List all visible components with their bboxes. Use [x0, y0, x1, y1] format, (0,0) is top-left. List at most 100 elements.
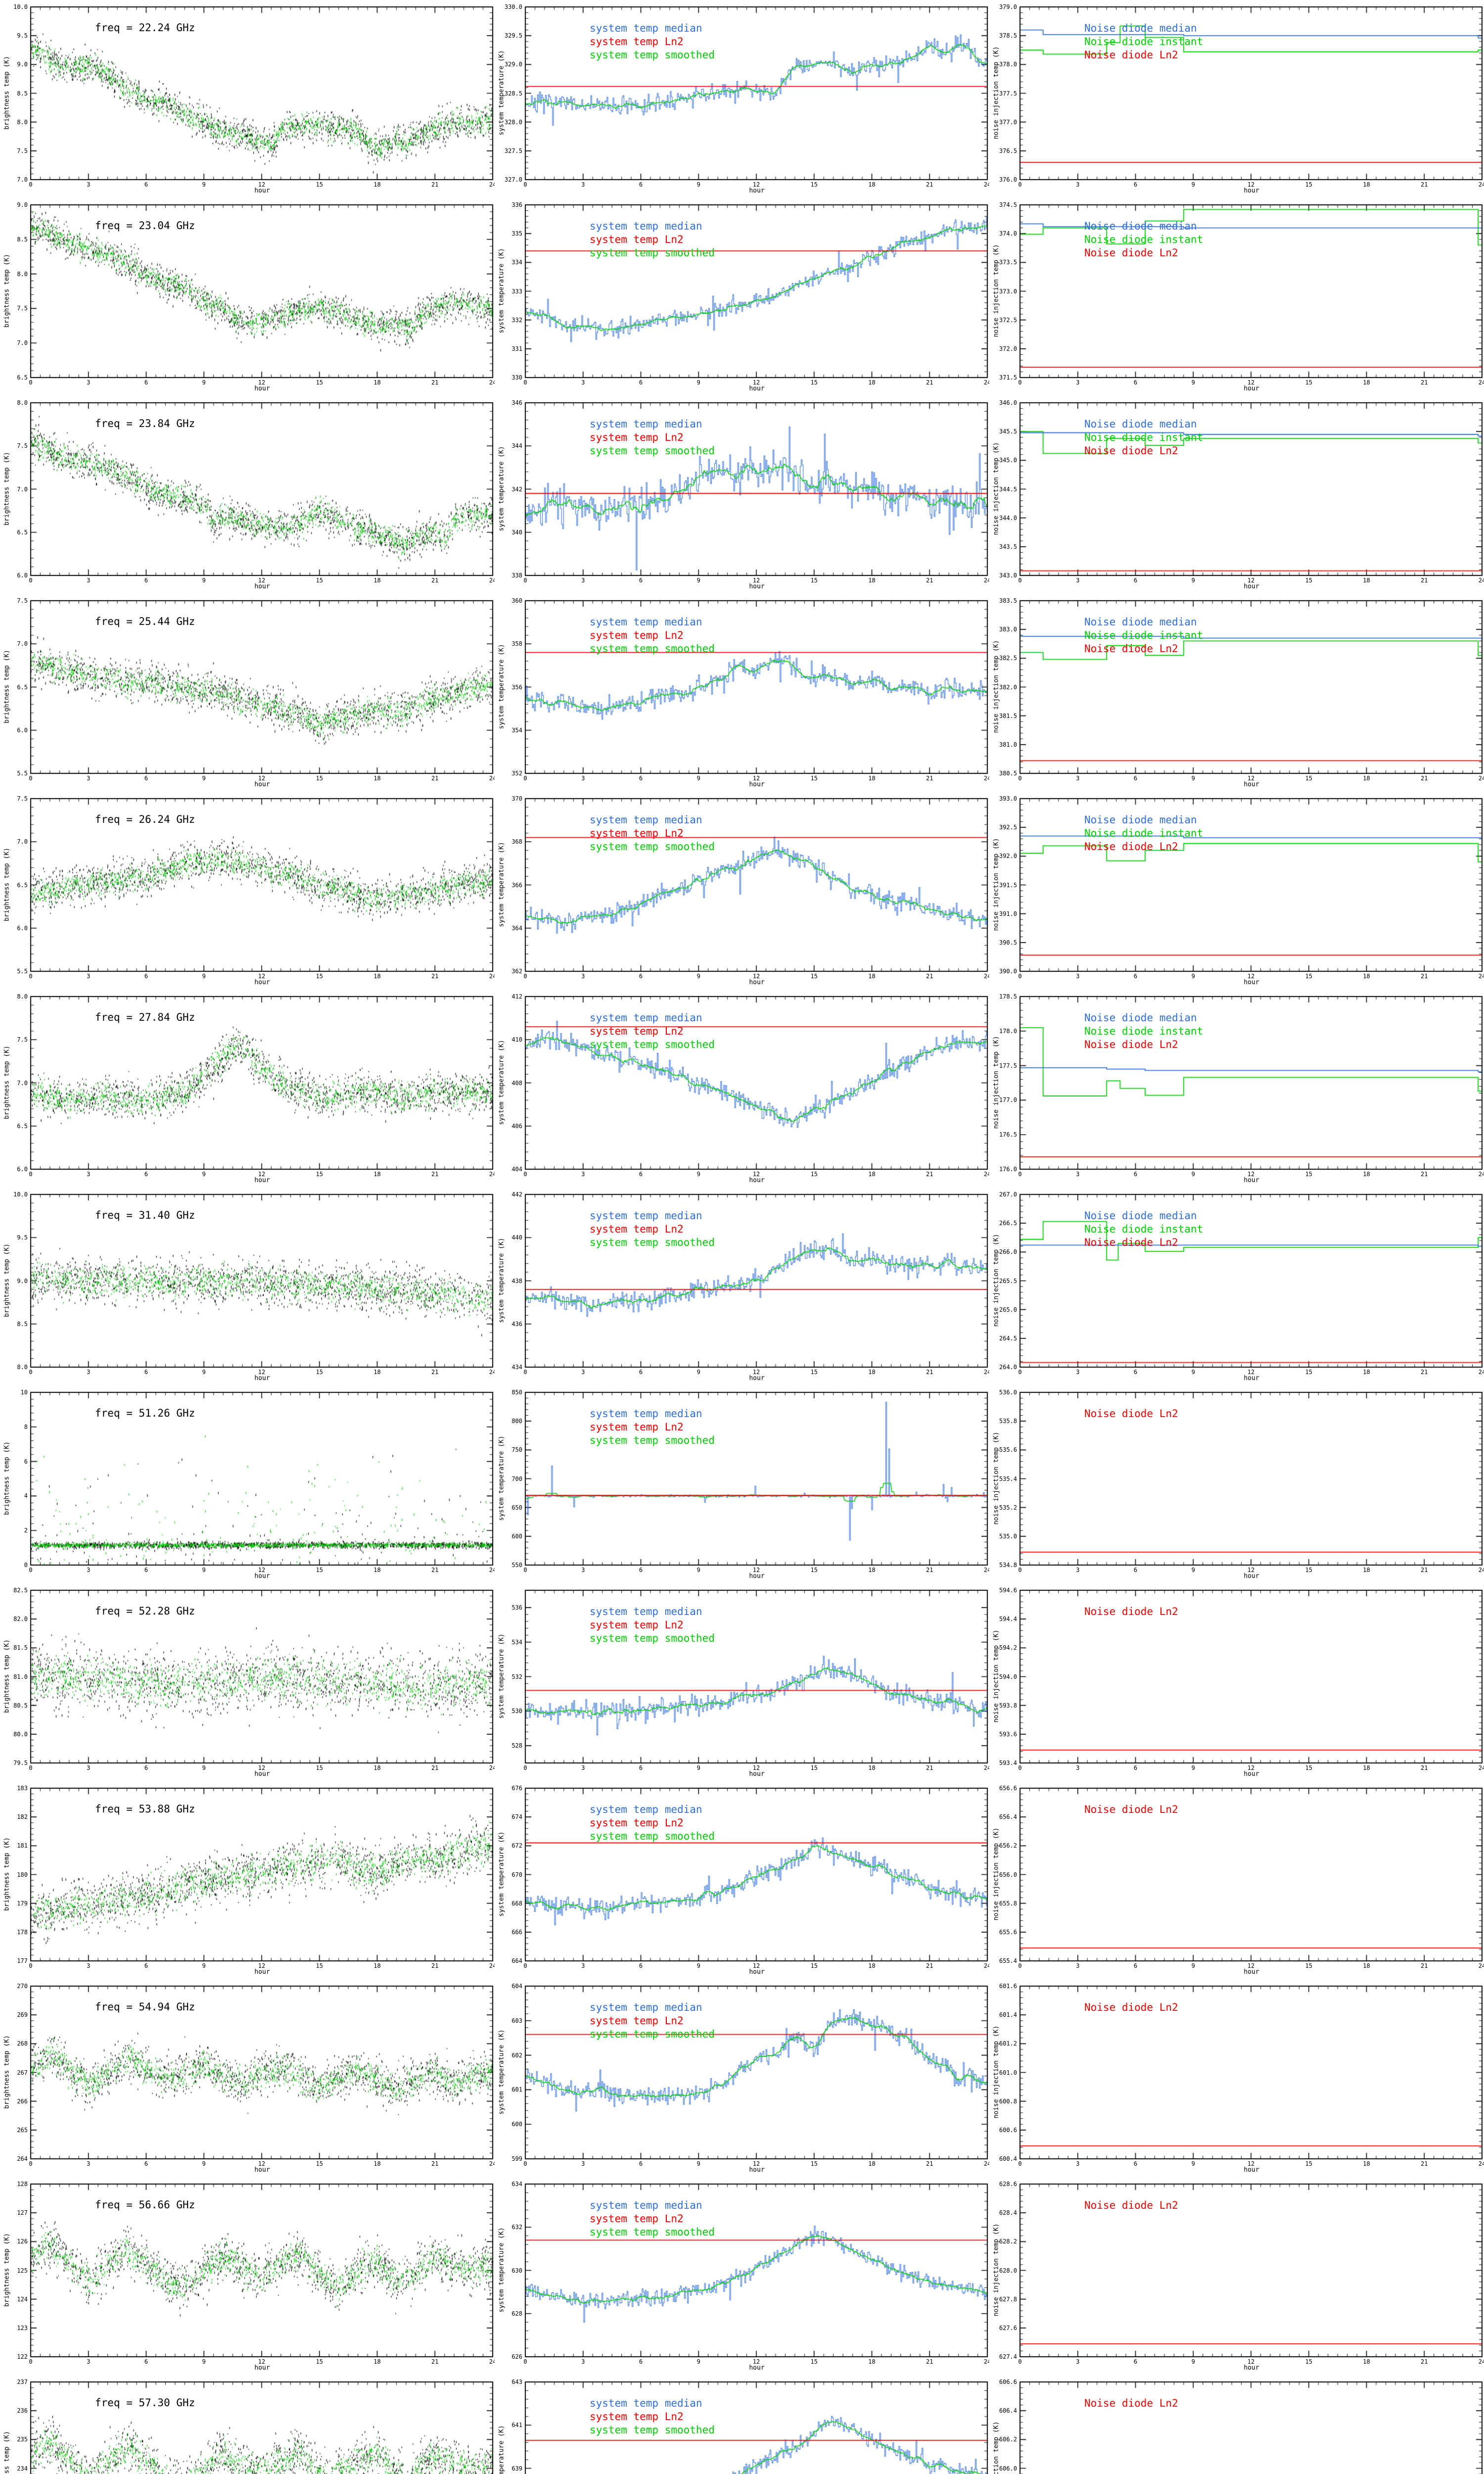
x-tick-label: 12 — [1247, 379, 1255, 386]
plot-canvas — [0, 1781, 495, 1979]
y-tick-label: 593.8 — [999, 1702, 1017, 1709]
plot-row: brightness temp (K) hour 6.0 6.5 7.0 7.5 8.0… — [0, 396, 1484, 594]
x-tick-label: 9 — [1191, 1369, 1195, 1376]
legend-entry: Noise diode Ln2 — [1084, 841, 1178, 853]
x-tick-label: 9 — [696, 577, 700, 584]
x-tick-label: 18 — [373, 973, 381, 980]
x-tick-label: 9 — [1191, 2358, 1195, 2365]
y-tick-label: 333 — [511, 287, 522, 295]
plot-canvas — [0, 396, 495, 594]
plot-canvas — [495, 1781, 989, 1979]
x-axis-label: hour — [254, 1375, 270, 1382]
x-tick-label: 21 — [431, 973, 439, 980]
x-axis-label: hour — [749, 1968, 765, 1976]
y-tick-label: 641 — [511, 2422, 522, 2429]
plot-canvas — [989, 594, 1484, 792]
noise-diode-legend: Noise diode Ln2 — [1084, 2397, 1178, 2410]
x-tick-label: 24 — [1478, 1764, 1484, 1771]
x-tick-label: 0 — [523, 1962, 527, 1969]
x-tick-label: 6 — [1133, 2160, 1138, 2167]
x-tick-label: 18 — [868, 775, 876, 782]
x-tick-label: 15 — [316, 577, 323, 584]
legend-entry: system temp Ln2 — [590, 234, 684, 245]
y-tick-label: 266 — [17, 2097, 28, 2105]
x-axis-label: hour — [254, 1572, 270, 1580]
system-temp-plot-cell: system temperature (K) hour 528 530 532 534… — [495, 1583, 989, 1781]
x-tick-label: 21 — [1421, 2160, 1428, 2167]
y-tick-label: 383.0 — [999, 626, 1017, 633]
legend-entry: Noise diode median — [1084, 418, 1197, 430]
y-tick-label: 358 — [511, 640, 522, 648]
freq-title: freq = 23.04 GHz — [95, 220, 195, 232]
legend-entry: system temp smoothed — [590, 1434, 715, 1446]
x-tick-label: 6 — [144, 1369, 148, 1376]
x-tick-label: 18 — [868, 1171, 876, 1178]
x-tick-label: 0 — [523, 2160, 527, 2167]
system-temp-plot-cell: system temperature (K) hour 404 406 408 410… — [495, 990, 989, 1188]
y-tick-label: 176.0 — [999, 1166, 1017, 1173]
x-tick-label: 12 — [1247, 2160, 1255, 2167]
plot-row: brightness temp (K) hour 264 265 266 267 268… — [0, 1979, 1484, 2177]
x-tick-label: 12 — [1247, 577, 1255, 584]
x-tick-label: 18 — [373, 2160, 381, 2167]
x-tick-label: 18 — [373, 181, 381, 188]
noise-diode-legend: Noise diode median Noise diode instant Noi… — [1084, 1011, 1203, 1051]
x-tick-label: 18 — [373, 775, 381, 782]
x-tick-label: 0 — [29, 577, 33, 584]
x-tick-label: 21 — [431, 2160, 439, 2167]
x-tick-label: 15 — [1305, 2358, 1312, 2365]
freq-title: freq = 31.40 GHz — [95, 1209, 195, 1221]
plot-row: brightness temp (K) hour 79.5 80.0 80.5 81.… — [0, 1583, 1484, 1781]
x-tick-label: 6 — [1133, 1962, 1138, 1969]
y-tick-label: 6.5 — [17, 1122, 28, 1130]
y-tick-label: 82.0 — [13, 1616, 28, 1623]
freq-title: freq = 26.24 GHz — [95, 813, 195, 825]
x-tick-label: 3 — [1076, 181, 1080, 188]
y-tick-label: 180 — [17, 1871, 28, 1878]
plot-canvas — [495, 0, 989, 198]
legend-entry: system temp Ln2 — [590, 1421, 684, 1433]
x-tick-label: 0 — [523, 1567, 527, 1573]
x-tick-label: 15 — [810, 1962, 818, 1969]
legend-entry: Noise diode Ln2 — [1084, 1408, 1178, 1420]
brightness-plot-cell: brightness temp (K) hour 122 123 124 125 126… — [0, 2177, 495, 2375]
x-axis-label: hour — [254, 1770, 270, 1778]
legend-entry: system temp smoothed — [590, 643, 715, 655]
x-axis-label: hour — [1244, 187, 1259, 194]
y-tick-label: 5.5 — [17, 770, 28, 777]
x-tick-label: 0 — [29, 1369, 33, 1376]
plot-canvas — [0, 2177, 495, 2375]
x-tick-label: 9 — [202, 1171, 206, 1178]
y-tick-label: 535.6 — [999, 1446, 1017, 1454]
x-tick-label: 0 — [29, 1962, 33, 1969]
x-tick-label: 6 — [1133, 2358, 1138, 2365]
x-tick-label: 9 — [1191, 1567, 1195, 1573]
system-temp-legend: system temp median system temp Ln2 system … — [590, 813, 715, 854]
x-tick-label: 18 — [373, 577, 381, 584]
y-tick-label: 372.5 — [999, 316, 1017, 324]
x-axis-label: hour — [254, 2166, 270, 2174]
x-tick-label: 12 — [1247, 1171, 1255, 1178]
y-tick-label: 536.0 — [999, 1389, 1017, 1396]
x-tick-label: 12 — [258, 1962, 266, 1969]
y-tick-label: 368 — [511, 838, 522, 846]
x-axis-label: hour — [254, 1968, 270, 1976]
y-tick-label: 381.5 — [999, 712, 1017, 719]
plot-canvas — [495, 594, 989, 792]
y-tick-label: 666 — [511, 1928, 522, 1936]
x-axis-label: hour — [1244, 2166, 1259, 2174]
y-tick-label: 601.4 — [999, 2011, 1017, 2019]
x-tick-label: 18 — [1363, 973, 1370, 980]
legend-entry: system temp median — [590, 2199, 702, 2211]
legend-entry: Noise diode instant — [1084, 36, 1204, 48]
noise-diode-legend: Noise diode Ln2 — [1084, 1803, 1178, 1816]
y-tick-label: 6.5 — [17, 881, 28, 889]
x-tick-label: 18 — [1363, 2160, 1370, 2167]
legend-entry: system temp Ln2 — [590, 1619, 684, 1631]
x-tick-label: 9 — [1191, 379, 1195, 386]
y-tick-label: 265.0 — [999, 1306, 1017, 1313]
x-tick-label: 18 — [373, 379, 381, 386]
x-tick-label: 15 — [1305, 2160, 1312, 2167]
brightness-plot-cell: brightness temp (K) hour 177 178 179 180 181… — [0, 1781, 495, 1979]
y-tick-label: 377.0 — [999, 118, 1017, 126]
